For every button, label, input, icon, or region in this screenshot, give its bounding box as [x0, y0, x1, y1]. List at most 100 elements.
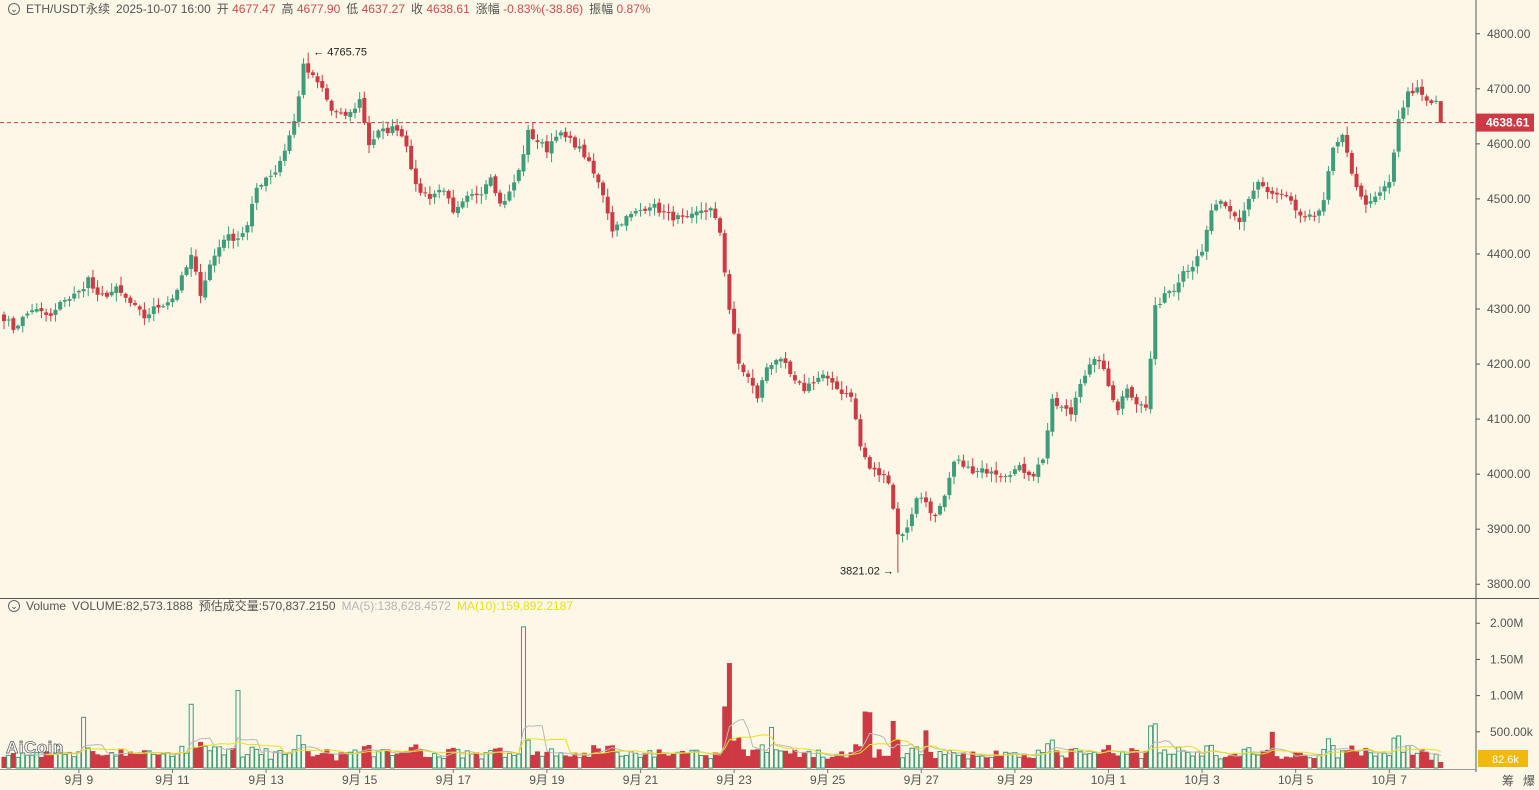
- candle-body: [1345, 135, 1350, 153]
- volume-bar: [1007, 752, 1013, 769]
- volume-bar: [81, 716, 87, 769]
- candle-body: [104, 292, 109, 297]
- candle: [259, 183, 264, 190]
- volume-bar: [10, 753, 16, 768]
- candle-body: [170, 298, 175, 303]
- volume-bar: [1382, 752, 1388, 769]
- time-tick-label: 9月 13: [248, 773, 284, 787]
- volume-bar: [118, 748, 124, 768]
- candle-body: [853, 398, 858, 420]
- candle: [81, 281, 86, 298]
- candle: [905, 519, 910, 541]
- candle: [273, 165, 278, 178]
- volume-bar: [1302, 755, 1308, 768]
- candle: [1195, 249, 1200, 274]
- volume-bar: [740, 749, 746, 768]
- candle: [1363, 189, 1368, 213]
- candle-body: [989, 471, 994, 474]
- candle: [938, 503, 942, 516]
- candle: [16, 324, 21, 331]
- volume-bar: [1115, 755, 1121, 768]
- volume-bar: [769, 726, 775, 769]
- candle-body: [376, 130, 381, 138]
- candle-body: [320, 81, 325, 88]
- candle-body: [629, 213, 634, 218]
- volume-bar: [104, 754, 110, 768]
- volume-bar: [1260, 750, 1266, 768]
- volume-bar: [6, 754, 12, 769]
- volume-bar: [965, 758, 971, 769]
- candle: [933, 513, 938, 523]
- candle: [1092, 356, 1097, 373]
- collapse-volume-icon[interactable]: ⌄: [8, 600, 20, 612]
- candle: [460, 198, 465, 210]
- candle-body: [582, 144, 587, 158]
- volume-bar: [642, 753, 648, 768]
- volume-bar: [1433, 753, 1439, 769]
- candle-body: [778, 358, 783, 362]
- candle-body: [2, 314, 6, 322]
- candle-body: [76, 290, 81, 293]
- candle: [1078, 378, 1083, 404]
- candle-body: [1111, 385, 1116, 400]
- candle: [465, 191, 470, 208]
- volume-bar: [628, 750, 634, 769]
- candle: [221, 235, 226, 252]
- candle-body: [563, 131, 568, 138]
- candle-body: [395, 125, 400, 131]
- candle: [165, 296, 170, 310]
- volume-bar: [1400, 751, 1406, 769]
- symbol[interactable]: ETH/USDT永续: [26, 2, 111, 16]
- candle: [718, 216, 723, 237]
- volume-bar: [661, 752, 667, 768]
- candle: [1377, 186, 1382, 200]
- candle-body: [441, 190, 446, 192]
- volume-indicator-name[interactable]: Volume: [26, 599, 67, 613]
- volume-bar: [1185, 751, 1191, 769]
- candle: [708, 206, 713, 218]
- candle-body: [905, 527, 910, 533]
- candle: [825, 371, 830, 386]
- candle: [1335, 137, 1340, 154]
- candle-body: [1307, 214, 1312, 217]
- candle: [671, 206, 676, 227]
- candle-body: [1303, 216, 1308, 218]
- candle-body: [647, 207, 652, 211]
- candle: [1083, 370, 1088, 386]
- candle: [661, 204, 666, 220]
- volume-bar: [99, 755, 105, 768]
- candle-body: [34, 309, 39, 312]
- volume-bar: [942, 754, 948, 769]
- volume-bar: [469, 753, 475, 769]
- volume-bar: [1222, 756, 1228, 768]
- candle-body: [1190, 267, 1195, 272]
- candle: [1008, 471, 1013, 483]
- volume-bar: [993, 750, 999, 768]
- candle: [774, 358, 779, 373]
- volume-bar: [680, 750, 686, 768]
- volume-bar: [1391, 737, 1397, 769]
- high-value: 4677.90: [296, 2, 341, 16]
- volume-bar: [783, 750, 789, 768]
- candle-body: [1434, 100, 1439, 102]
- chip-distribution-button[interactable]: 筹: [1502, 774, 1515, 788]
- candle-body: [123, 293, 128, 298]
- liquidation-button[interactable]: 爆: [1523, 774, 1536, 788]
- candle-body: [1036, 464, 1041, 477]
- candle-body: [1069, 407, 1074, 415]
- candle: [226, 226, 231, 249]
- candle-body: [95, 287, 100, 295]
- volume-bar: [1040, 752, 1046, 769]
- volume-bar: [1358, 755, 1364, 768]
- candle-body: [315, 76, 320, 83]
- volume-tick-label: 500.00k: [1490, 725, 1534, 739]
- candle: [1401, 100, 1406, 122]
- candle: [395, 118, 400, 137]
- candle-body: [142, 309, 147, 319]
- candle-body: [1040, 459, 1045, 464]
- candle-body: [282, 150, 287, 161]
- collapse-icon[interactable]: ⌄: [8, 3, 20, 15]
- volume-bar: [202, 745, 208, 769]
